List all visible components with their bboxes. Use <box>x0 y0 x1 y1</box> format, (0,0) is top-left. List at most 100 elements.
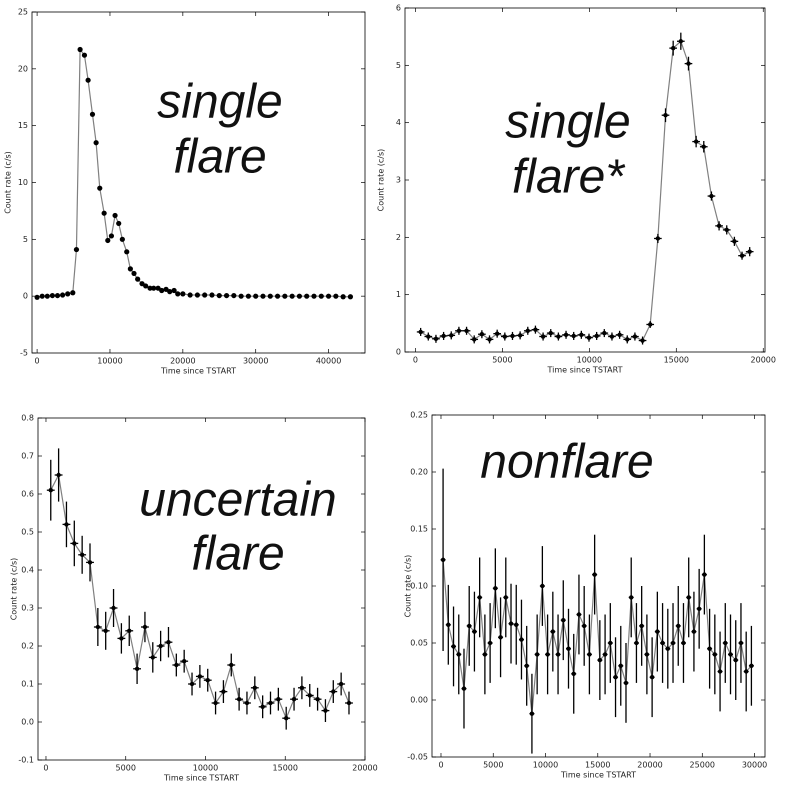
data-point <box>749 663 754 668</box>
data-point <box>213 700 218 706</box>
data-point <box>472 337 477 342</box>
data-point <box>49 292 56 299</box>
data-point <box>340 294 346 300</box>
data-point <box>205 678 210 683</box>
y-tick-label: 0.7 <box>21 452 34 461</box>
data-point <box>608 640 613 646</box>
x-tick-label: 15000 <box>273 764 298 773</box>
data-point <box>561 618 566 623</box>
data-point <box>325 293 332 299</box>
data-point <box>739 253 745 258</box>
data-point <box>479 332 485 337</box>
data-point <box>150 655 155 660</box>
data-point <box>640 338 645 343</box>
data-point <box>260 293 266 299</box>
data-point <box>238 293 244 299</box>
data-point <box>517 333 523 338</box>
data-point <box>194 292 201 298</box>
data-point <box>660 640 665 646</box>
data-point <box>180 291 186 297</box>
data-point <box>702 572 707 577</box>
data-point <box>449 333 454 338</box>
data-point <box>678 39 684 44</box>
data-point <box>639 623 644 629</box>
data-point <box>267 293 273 299</box>
data-point <box>97 185 103 191</box>
data-point <box>594 333 599 339</box>
data-point <box>634 640 639 646</box>
data-point <box>581 623 587 629</box>
annotation: flare <box>173 131 266 184</box>
data-point <box>299 685 305 690</box>
y-tick-label: 0.00 <box>410 696 428 705</box>
x-tick-label: 10000 <box>193 764 218 773</box>
data-point <box>733 657 738 663</box>
data-point <box>221 689 226 694</box>
x-tick-label: 30000 <box>243 357 268 366</box>
data-point <box>93 140 99 146</box>
data-point <box>245 293 252 299</box>
data-point <box>533 327 538 332</box>
y-tick-label: 15 <box>18 121 28 130</box>
data-point <box>732 239 737 244</box>
data-point <box>540 334 546 339</box>
data-point <box>629 595 634 600</box>
data-point <box>151 285 157 291</box>
data-point <box>644 652 650 657</box>
panel: 0 5000 10000 15000 20000 25000 30000 -0.05 0.00 0… <box>404 411 768 780</box>
data-point <box>525 328 530 333</box>
data-point <box>426 334 431 339</box>
annotation: uncertain <box>139 474 336 527</box>
data-point <box>723 640 728 646</box>
data-point <box>655 629 660 634</box>
data-point <box>477 595 482 600</box>
x-tick-label: 0 <box>413 356 418 365</box>
data-point <box>174 662 179 668</box>
panel: 0 5000 10000 15000 20000 -0.1 0.0 0.1 0.2 0.3 0.4 0… <box>10 414 378 783</box>
data-point <box>487 640 493 646</box>
data-point <box>566 646 571 651</box>
data-point <box>451 644 456 649</box>
data-point <box>524 663 529 668</box>
panel: 0 5000 10000 15000 20000 0 1 2 3 4 5 6 Time since TS… <box>377 4 776 375</box>
x-tick-label: 0 <box>43 764 48 773</box>
data-point <box>236 697 242 702</box>
data-point <box>534 652 540 657</box>
y-tick-label: 0.1 <box>21 680 34 689</box>
y-tick-label: 0.10 <box>410 582 428 591</box>
y-tick-label: 0.2 <box>21 642 34 651</box>
y-tick-label: 0.20 <box>410 468 428 477</box>
data-point <box>105 237 111 244</box>
data-point <box>229 662 234 668</box>
data-point <box>282 293 288 299</box>
y-tick-label: 2 <box>396 233 401 242</box>
data-point <box>707 646 712 651</box>
data-point <box>216 292 222 299</box>
data-point <box>346 700 352 706</box>
data-point <box>467 623 472 629</box>
data-point <box>691 629 697 634</box>
data-point <box>701 144 706 149</box>
panel: 0 10000 20000 30000 40000 -5 0 5 10 15 20 25 Time si… <box>4 8 366 376</box>
data-point <box>124 249 130 255</box>
x-tick-label: 20000 <box>637 761 662 770</box>
x-tick-label: 10000 <box>533 761 558 770</box>
data-point <box>563 332 569 337</box>
data-point <box>119 236 125 242</box>
x-tick-label: 25000 <box>690 761 715 770</box>
data-point <box>289 293 295 299</box>
y-tick-label: 0 <box>396 348 401 357</box>
y-tick-label: 5 <box>23 235 28 244</box>
data-point <box>623 680 629 686</box>
data-point <box>648 322 653 327</box>
x-tick-label: 0 <box>438 761 443 770</box>
data-point <box>127 266 133 272</box>
data-point <box>716 223 722 229</box>
y-axis-label: Count rate (c/s) <box>377 149 386 212</box>
data-point <box>48 488 53 493</box>
data-point <box>167 289 173 295</box>
x-tick-label: 20000 <box>751 356 776 365</box>
data-point <box>116 220 122 227</box>
data-point <box>747 249 752 254</box>
